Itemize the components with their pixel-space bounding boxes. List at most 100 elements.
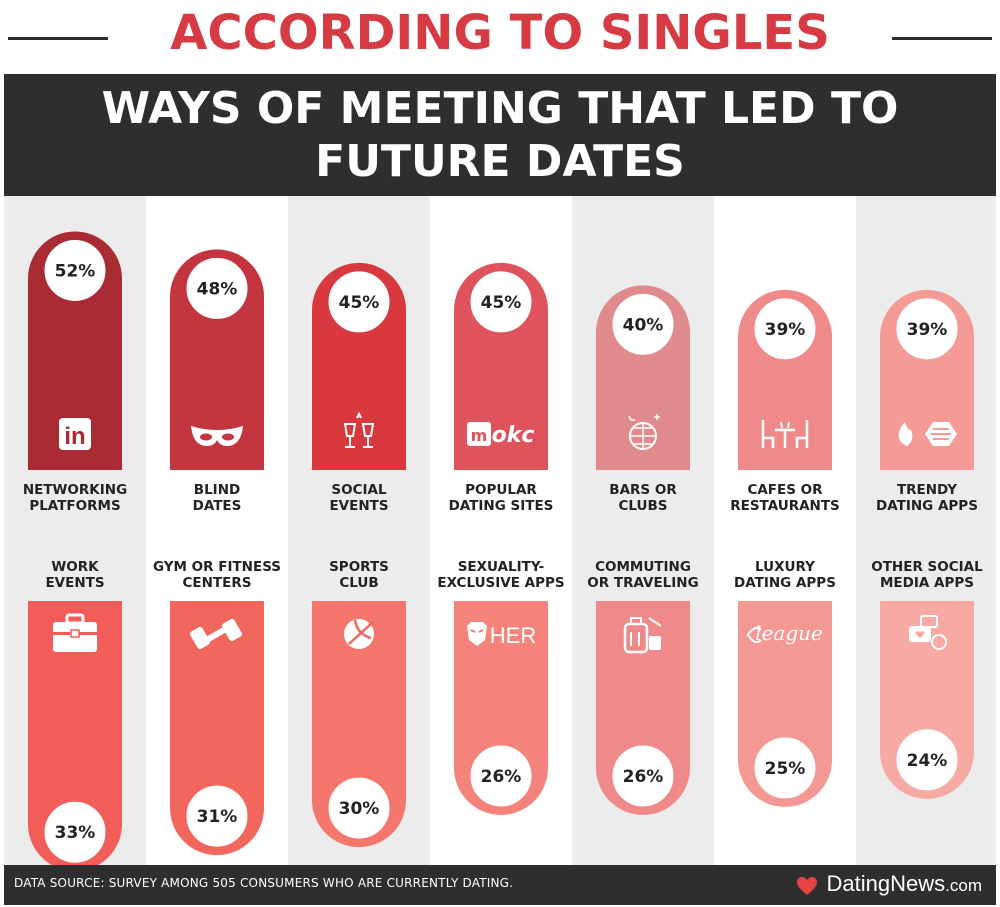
value-badge (183, 782, 251, 850)
category-label: RESTAURANTS (730, 498, 840, 514)
bar-group: 26% HER SEXUALITY-EXCLUSIVE APPS (437, 559, 565, 815)
luggage-icon (623, 617, 662, 654)
category-label: LUXURY (755, 559, 815, 575)
value-badge (609, 742, 677, 810)
value-badge (41, 236, 109, 304)
sports-ball-icon (344, 619, 374, 649)
title-line-2: FUTURE DATES (315, 136, 685, 187)
category-label: CAFES OR (747, 482, 823, 498)
linkedin-icon: in (59, 418, 91, 450)
svg-text:HER: HER (490, 623, 536, 648)
value-badge (325, 268, 393, 336)
brand-name: DatingNews (826, 871, 946, 896)
category-label: EVENTS (329, 498, 388, 514)
briefcase-icon (53, 613, 97, 652)
tinder-bumble-icon (898, 422, 957, 446)
category-label: EXCLUSIVE APPS (437, 575, 564, 591)
value-badge (751, 295, 819, 363)
title-line-1: WAYS OF MEETING THAT LED TO (101, 83, 899, 134)
category-label: SPORTS (329, 559, 389, 575)
category-label: CENTERS (183, 575, 252, 591)
value-badge (183, 254, 251, 322)
value-badge (893, 726, 961, 794)
category-label: SOCIAL (331, 482, 387, 498)
category-label: BARS OR (609, 482, 677, 498)
value-badge (467, 742, 535, 810)
svg-text:okc: okc (492, 423, 535, 448)
data-label: 26% (623, 767, 664, 787)
heart-logo-icon (797, 877, 817, 895)
svg-text:league: league (755, 621, 823, 645)
left-rule (8, 37, 108, 40)
data-label: 40% (623, 315, 664, 335)
value-badge (751, 734, 819, 802)
category-label: OTHER SOCIAL (871, 559, 983, 575)
value-badge (41, 798, 109, 865)
data-label: 48% (197, 279, 238, 299)
svg-text:m: m (471, 426, 488, 445)
grindr-her-icon: HER (467, 622, 536, 648)
dumbbell-icon (190, 618, 242, 650)
brand-logo: DatingNews.com (827, 871, 982, 897)
category-label: POPULAR (465, 482, 537, 498)
category-label: TRENDY (897, 482, 957, 498)
data-label: 25% (765, 759, 806, 779)
value-badge (609, 290, 677, 358)
data-label: 39% (765, 320, 806, 340)
category-label: OR TRAVELING (587, 575, 698, 591)
data-label: 52% (55, 261, 96, 281)
category-label: NETWORKING (23, 482, 127, 498)
data-label: 45% (481, 293, 522, 313)
category-label: MEDIA APPS (880, 575, 974, 591)
brand-domain: .com (945, 876, 982, 895)
category-label: WORK (51, 559, 99, 575)
mask-icon (191, 426, 243, 446)
data-label: 24% (907, 751, 948, 771)
category-label: CLUBS (618, 498, 667, 514)
category-label: DATING SITES (449, 498, 554, 514)
data-source: DATA SOURCE: SURVEY AMONG 505 CONSUMERS … (14, 876, 514, 890)
cafe-table-icon (761, 420, 809, 448)
cheers-icon (343, 411, 375, 448)
data-label: 39% (907, 320, 948, 340)
the-league-icon: league (746, 621, 823, 645)
header: ACCORDING TO SINGLES (0, 0, 1000, 74)
category-label: COMMUTING (595, 559, 691, 575)
category-label: GYM OR FITNESS (153, 559, 281, 575)
social-chat-icon (909, 615, 947, 650)
disco-ball-icon (628, 414, 660, 450)
svg-text:in: in (64, 423, 85, 450)
value-badge (325, 774, 393, 842)
data-label: 31% (197, 807, 238, 827)
category-label: CLUB (339, 575, 378, 591)
category-label: DATING APPS (734, 575, 836, 591)
right-rule (892, 37, 992, 40)
title-band: WAYS OF MEETING THAT LED TO FUTURE DATES (4, 74, 996, 196)
category-label: PLATFORMS (29, 498, 120, 514)
data-label: 45% (339, 293, 380, 313)
match-okc-icon: m okc (467, 422, 534, 448)
category-label: EVENTS (45, 575, 104, 591)
bar (28, 601, 122, 865)
footer: DATA SOURCE: SURVEY AMONG 505 CONSUMERS … (4, 865, 996, 905)
category-label: DATES (193, 498, 242, 514)
data-label: 26% (481, 767, 522, 787)
data-label: 30% (339, 799, 380, 819)
value-badge (893, 295, 961, 363)
kicker-title: ACCORDING TO SINGLES (170, 5, 830, 61)
main-title: WAYS OF MEETING THAT LED TO FUTURE DATES (4, 82, 996, 188)
bar (170, 601, 264, 856)
